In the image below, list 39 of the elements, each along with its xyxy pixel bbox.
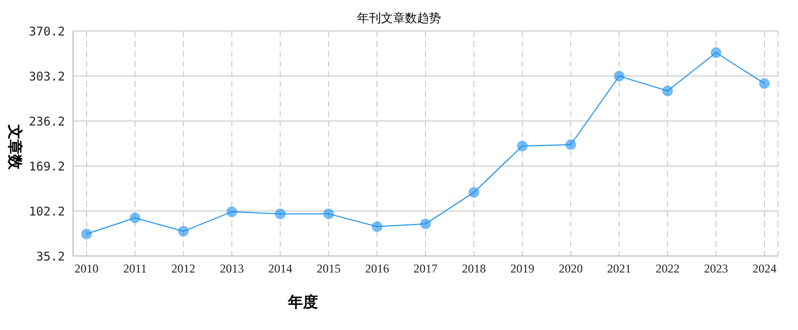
point (468, 186, 480, 198)
y-tick-label: 303.2 (28, 69, 65, 84)
point (565, 139, 576, 150)
x-tick-label: 2016 (365, 262, 390, 276)
point (372, 221, 383, 232)
x-tick-label: 2012 (171, 262, 196, 276)
y-tick-label: 169.2 (28, 159, 65, 174)
point (81, 228, 92, 240)
point (129, 212, 140, 224)
point (758, 78, 770, 90)
x-tick-label: 2022 (656, 262, 680, 276)
x-tick-label: 2024 (752, 262, 776, 276)
x-tick-label: 2021 (607, 262, 632, 276)
point (662, 85, 674, 96)
point (710, 47, 722, 58)
x-tick-label: 2020 (558, 262, 583, 276)
point (274, 208, 286, 220)
y-tick-label: 35.2 (36, 249, 65, 264)
point (323, 208, 334, 220)
x-tick-label: 2011 (123, 262, 147, 276)
y-tick-label: 370.2 (28, 24, 65, 38)
x-tick-label: 2023 (704, 262, 728, 276)
x-tick-label: 2018 (462, 262, 486, 276)
y-tick-label: 102.2 (28, 204, 65, 218)
x-tick-label: 2014 (268, 262, 292, 276)
chart-title: 年刊文章数趋势 (357, 11, 441, 25)
point (516, 140, 528, 152)
y-tick-label: 236.2 (28, 114, 65, 128)
x-tick-label: 2017 (414, 262, 438, 276)
point (420, 218, 431, 230)
point (178, 226, 189, 237)
x-tick-label: 2013 (220, 262, 244, 276)
x-tick-label: 2019 (510, 262, 534, 276)
point (226, 206, 238, 218)
y-axis-title: 文章数 (5, 124, 23, 172)
x-tick-label: 2015 (316, 262, 341, 276)
x-tick-label: 2010 (74, 262, 99, 276)
x-axis-title: 年度 (288, 293, 318, 312)
point (614, 70, 625, 82)
